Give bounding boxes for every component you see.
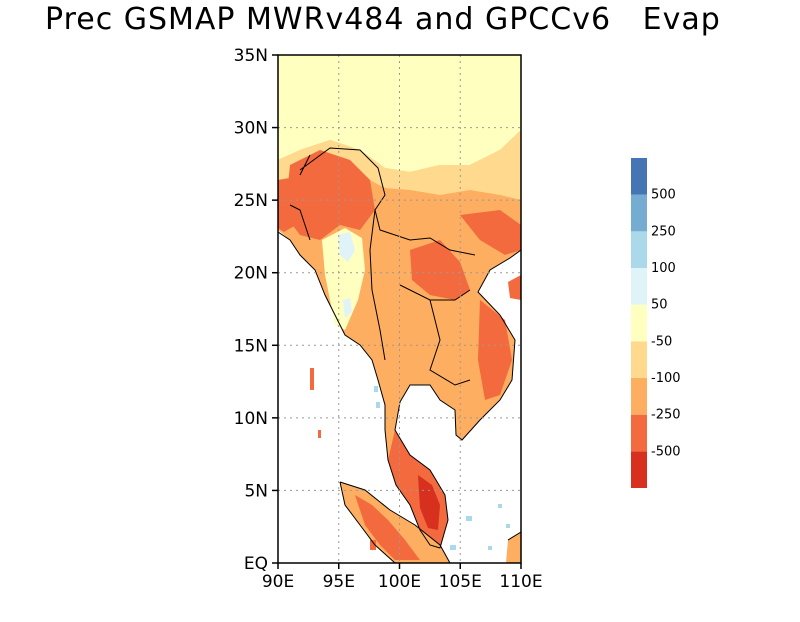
- y-tick-label: 10N: [234, 409, 268, 429]
- colorbar-label: -100: [651, 371, 681, 386]
- colorbar-swatch: [631, 231, 647, 268]
- sumatra-region: [340, 482, 450, 563]
- y-tick-label: 30N: [234, 119, 268, 139]
- y-tick-label: 35N: [234, 46, 268, 66]
- colorbar-label: 250: [651, 224, 676, 239]
- colorbar: -500 -250 -100 -50 50 100 250 500: [631, 158, 681, 488]
- west-edge-region: [278, 178, 300, 232]
- dry-zone-wet-spots: [338, 232, 355, 318]
- sumatra-coastline: [339, 481, 451, 563]
- colorbar-swatch: [631, 341, 647, 378]
- malay-core-region: [418, 475, 440, 530]
- mainland-coastline: [278, 231, 521, 549]
- x-tick-label: 110E: [499, 572, 542, 592]
- colorbar-swatch: [631, 194, 647, 232]
- colorbar-label: 50: [651, 298, 668, 313]
- northern-myanmar-region: [285, 150, 375, 240]
- sumatra-core-region: [355, 495, 420, 560]
- central-dry-zone-region: [322, 228, 365, 330]
- y-tick-label: 15N: [234, 336, 268, 356]
- y-axis: EQ 5N 10N 15N 20N 25N 30N 35N: [234, 46, 278, 574]
- x-axis: 90E 95E 100E 105E 110E: [262, 563, 543, 592]
- vietnam-coast-region: [478, 300, 512, 400]
- borneo-coastline: [507, 531, 521, 541]
- hainan-region: [508, 275, 521, 300]
- x-tick-label: 95E: [323, 572, 355, 592]
- colorbar-label: 500: [651, 188, 676, 203]
- laos-region: [410, 240, 470, 300]
- colorbar-swatch: [631, 451, 647, 488]
- wet-pixels: [374, 386, 510, 550]
- tibetan-plateau-region: [278, 55, 521, 172]
- colorbar-label: -50: [651, 334, 672, 349]
- x-tick-label: 105E: [439, 572, 482, 592]
- borneo-region: [506, 532, 521, 563]
- y-tick-label: EQ: [244, 554, 268, 574]
- colorbar-swatch: [631, 268, 647, 305]
- chart-title: Prec GSMAP MWRv484 and GPCCv6 Evap: [45, 2, 721, 37]
- colorbar-swatch: [631, 304, 647, 342]
- colorbar-label: 100: [651, 261, 676, 276]
- country-borders: [289, 147, 476, 386]
- colorbar-label: -500: [651, 444, 681, 459]
- y-tick-label: 5N: [244, 481, 268, 501]
- colorbar-label: -250: [651, 408, 681, 423]
- grid-lines: [278, 55, 521, 563]
- colorbar-swatch: [631, 378, 647, 415]
- y-tick-label: 20N: [234, 264, 268, 284]
- colorbar-swatch: [631, 158, 647, 195]
- andaman-islands: [310, 368, 376, 550]
- south-china-region: [460, 210, 521, 255]
- x-tick-label: 90E: [262, 572, 294, 592]
- colorbar-swatch: [631, 414, 647, 452]
- coastlines: [278, 147, 521, 563]
- y-tick-label: 25N: [234, 191, 268, 211]
- x-tick-label: 100E: [378, 572, 421, 592]
